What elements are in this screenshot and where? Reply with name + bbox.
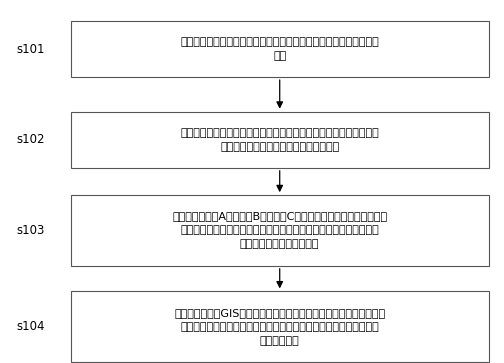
Bar (71, 195, 489, 266)
Text: s101: s101 (16, 42, 44, 56)
Text: 确定气体绝缘开关设备母线的外壳表面与母线接头相对应的温升最敏
感点: 确定气体绝缘开关设备母线的外壳表面与母线接头相对应的温升最敏 感点 (180, 37, 379, 61)
Text: 获取所述气体绝缘开关设备母线负荷电流、环境温度和所述温升最敏
感点的温度以及触头与绝缘盆子轴向间距: 获取所述气体绝缘开关设备母线负荷电流、环境温度和所述温升最敏 感点的温度以及触头… (180, 128, 379, 152)
Text: s103: s103 (16, 224, 44, 237)
Text: s104: s104 (16, 320, 44, 333)
Bar (71, 112, 489, 168)
Bar (71, 21, 489, 77)
Text: 得出所述母线的A相接头、B相接头和C相接头的接头温度与所述母线的
触头与绝缘盆子轴向间距、负荷电流、环境温度和所述温升最敏感点
的温度之间对应的函数关系: 得出所述母线的A相接头、B相接头和C相接头的接头温度与所述母线的 触头与绝缘盆子… (172, 212, 387, 249)
Bar (71, 291, 489, 362)
Text: 根据获取的所述GIS母线的触头与绝缘盆子轴向间距、负荷电流、环境
温度和所述温升最敏感点的温度和得出的函数关系，对所述母线接头
温度进行检测: 根据获取的所述GIS母线的触头与绝缘盆子轴向间距、负荷电流、环境 温度和所述温升… (174, 308, 385, 346)
Text: s102: s102 (16, 133, 44, 146)
